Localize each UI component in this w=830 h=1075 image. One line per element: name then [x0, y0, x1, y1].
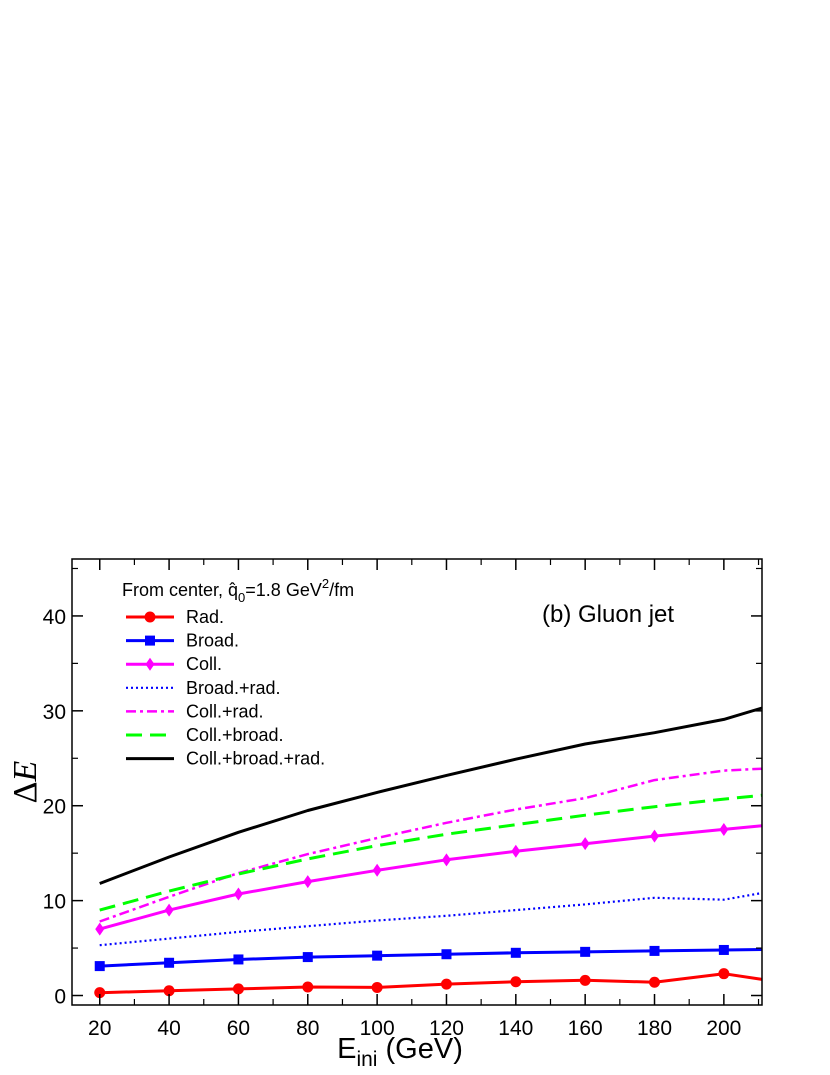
legend-marker-coll [145, 657, 155, 671]
legend: From center, q̂0=1.8 GeV2/fm Rad. Broad. C… [122, 576, 354, 769]
y-tick-label: 0 [54, 986, 66, 1009]
data-point-broad [580, 946, 591, 957]
y-tick-label: 40 [43, 606, 66, 629]
data-point-coll [650, 829, 660, 843]
data-point-broad [510, 947, 521, 958]
legend-label-rad: Rad. [186, 607, 224, 627]
data-point-rad [371, 981, 383, 993]
legend-marker-broad [145, 635, 155, 646]
y-tick-label: 20 [43, 796, 66, 819]
y-tick-label: 10 [43, 891, 66, 914]
x-axis-label: Eini (GeV) [337, 1033, 463, 1071]
chart-annotation: (b) Gluon jet [542, 601, 674, 628]
x-tick-label: 100 [360, 1017, 395, 1040]
data-point-broad [94, 961, 105, 972]
legend-title: From center, q̂0=1.8 GeV2/fm [122, 576, 354, 605]
data-point-broad [718, 944, 729, 955]
x-tick-label: 60 [227, 1017, 250, 1040]
series-line-coll-broad [99, 793, 763, 912]
x-tick-label: 20 [88, 1017, 111, 1040]
data-point-rad [94, 987, 106, 999]
data-point-coll [164, 903, 174, 917]
axis-ticks [72, 559, 762, 1005]
data-point-coll [372, 863, 382, 877]
data-point-rad [579, 974, 591, 986]
data-point-rad [440, 978, 452, 990]
data-point-coll [580, 837, 590, 851]
series-line-broad-rad [99, 891, 763, 947]
legend-label-coll-broad: Coll.+broad. [186, 725, 284, 745]
data-point-coll [441, 853, 451, 867]
data-point-coll [303, 875, 313, 889]
data-point-broad [649, 945, 660, 956]
data-point-rad [163, 985, 175, 997]
x-tick-label: 140 [498, 1017, 533, 1040]
legend-label-coll-rad: Coll.+rad. [186, 701, 264, 721]
x-tick-label: 200 [706, 1017, 741, 1040]
data-point-coll [511, 844, 521, 858]
data-point-rad [649, 976, 661, 988]
series-line-coll-broad-rad [99, 706, 763, 885]
data-point-coll [233, 887, 243, 901]
x-tick-label: 160 [568, 1017, 603, 1040]
legend-label-broad: Broad. [186, 631, 239, 651]
data-point-broad [233, 954, 244, 965]
x-tick-label: 120 [429, 1017, 464, 1040]
data-point-rad [232, 983, 244, 995]
series-line-broad [99, 948, 763, 968]
data-point-rad [510, 976, 522, 988]
legend-label-broad-rad: Broad.+rad. [186, 678, 281, 698]
legend-entries: Rad. Broad. Coll. Broad.+rad. Coll.+rad. Coll… [126, 607, 325, 769]
data-point-rad [718, 968, 730, 980]
series-line-rad [99, 972, 763, 995]
y-axis-label: ΔE [7, 760, 44, 803]
data-point-broad [164, 957, 175, 968]
tick-labels: 20 40 60 80 100 120 140 160 180 200 0 10 20 30 40 [43, 606, 742, 1040]
data-point-coll [719, 822, 729, 836]
x-tick-label: 40 [157, 1017, 180, 1040]
legend-marker-rad [144, 611, 156, 623]
data-point-broad [302, 952, 313, 963]
legend-label-coll: Coll. [186, 654, 222, 674]
series-line-coll-rad [99, 767, 763, 923]
plot-frame [71, 558, 763, 1006]
data-point-broad [441, 949, 452, 960]
legend-label-coll-broad-rad: Coll.+broad.+rad. [186, 749, 325, 769]
x-tick-label: 180 [637, 1017, 672, 1040]
data-point-broad [372, 950, 383, 961]
markers-layer [94, 822, 730, 999]
data-point-rad [302, 981, 314, 993]
data-point-coll [95, 922, 105, 936]
y-tick-label: 30 [43, 701, 66, 724]
series-line-coll [99, 824, 763, 931]
x-tick-label: 80 [296, 1017, 319, 1040]
